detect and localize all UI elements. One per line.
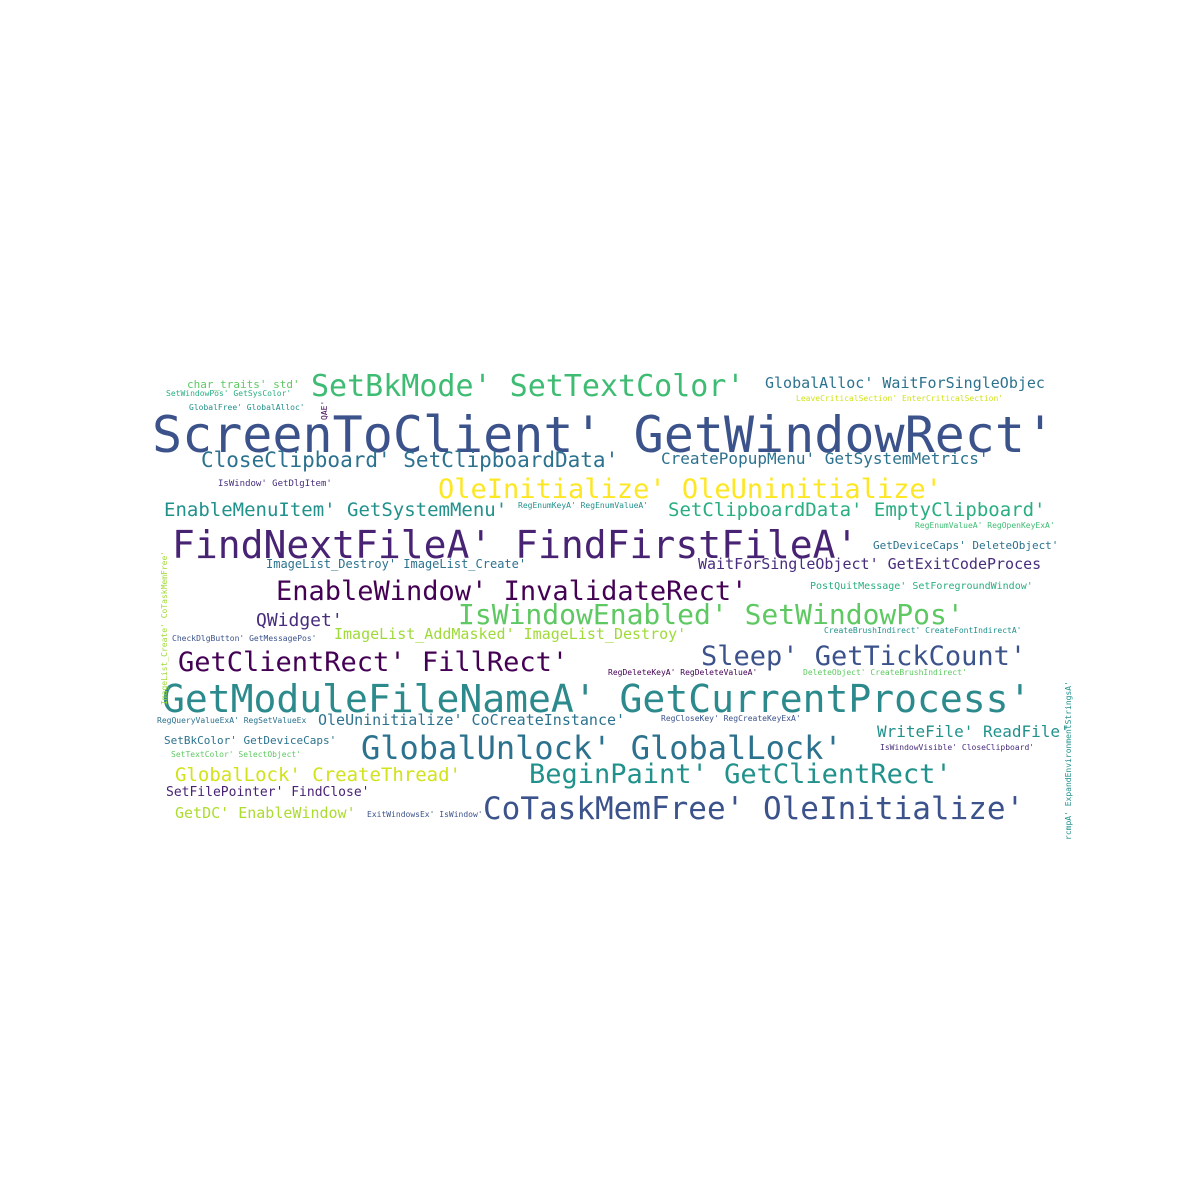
word: char_traits' std': [187, 378, 300, 391]
word: WriteFile' ReadFile': [877, 722, 1070, 741]
word-vertical: QAE': [320, 400, 329, 420]
word: OleUninitialize' CoCreateInstance': [318, 711, 626, 729]
word: ImageList_AddMasked' ImageList_Destroy': [334, 625, 687, 643]
word: RegQueryValueExA' RegSetValueEx: [157, 716, 307, 725]
word: RegEnumValueA' RegOpenKeyExA': [915, 521, 1055, 530]
word: PostQuitMessage' SetForegroundWindow': [810, 581, 1033, 592]
word: WaitForSingleObject' GetExitCodeProces: [698, 555, 1042, 573]
word: IsWindowVisible' CloseClipboard': [880, 743, 1035, 752]
word: GetDC' EnableWindow': [175, 804, 356, 822]
word: IsWindowEnabled' SetWindowPos': [458, 598, 964, 631]
word: ScreenToClient' GetWindowRect': [152, 406, 1056, 464]
word: IsWindow' GetDlgItem': [218, 479, 332, 489]
word: RegEnumKeyA' RegEnumValueA': [518, 501, 649, 510]
word: SetWindowPos' GetSysColor': [166, 389, 292, 398]
word: SetFilePointer' FindClose': [166, 785, 370, 800]
word: GlobalLock' CreateThread': [175, 764, 461, 786]
word: CheckDlgButton' GetMessagePos': [172, 634, 317, 643]
word: CreateBrushIndirect' CreateFontIndirectA…: [824, 626, 1022, 635]
word: GlobalAlloc' WaitForSingleObjec: [765, 374, 1045, 392]
word-vertical: ImageList_Create' CoTaskMemFree': [160, 550, 169, 705]
word: EnableMenuItem' GetSystemMenu': [164, 499, 508, 521]
word: RegDeleteKeyA' RegDeleteValueA': [608, 668, 758, 677]
word: LeaveCriticalSection' EnterCriticalSecti…: [796, 394, 1004, 403]
word: SetClipboardData' EmptyClipboard': [668, 499, 1046, 521]
word: SetTextColor' SelectObject': [171, 750, 302, 759]
word: CloseClipboard' SetClipboardData': [201, 448, 619, 472]
word: SetBkMode' SetTextColor': [311, 369, 745, 404]
word: GlobalFree' GlobalAlloc': [189, 403, 305, 412]
word: GetModuleFileNameA' GetCurrentProcess': [162, 677, 1032, 721]
word: QWidget': [256, 610, 343, 631]
word: GetDeviceCaps' DeleteObject': [873, 539, 1059, 552]
word: GetClientRect' FillRect': [178, 647, 569, 678]
word: ExitWindowsEx' IsWindow': [367, 810, 483, 819]
word: BeginPaint' GetClientRect': [529, 759, 952, 790]
word: OleInitialize' OleUninitialize': [438, 474, 942, 505]
word: CoTaskMemFree' OleInitialize': [483, 791, 1025, 827]
word: ImageList_Destroy' ImageList_Create': [266, 557, 527, 571]
word: EnableWindow' InvalidateRect': [276, 576, 748, 607]
word: DeleteObject' CreateBrushIndirect': [803, 668, 967, 677]
word: GlobalUnlock' GlobalLock': [361, 729, 843, 767]
word: FindNextFileA' FindFirstFileA': [172, 523, 859, 567]
word: CreatePopupMenu' GetSystemMetrics': [661, 449, 989, 468]
word: SetBkColor' GetDeviceCaps': [164, 734, 337, 747]
word-vertical: rcmpA' ExpandEnvironmentStringsA': [1064, 681, 1073, 840]
word: RegCloseKey' RegCreateKeyExA': [661, 714, 801, 723]
word: Sleep' GetTickCount': [701, 641, 1027, 672]
